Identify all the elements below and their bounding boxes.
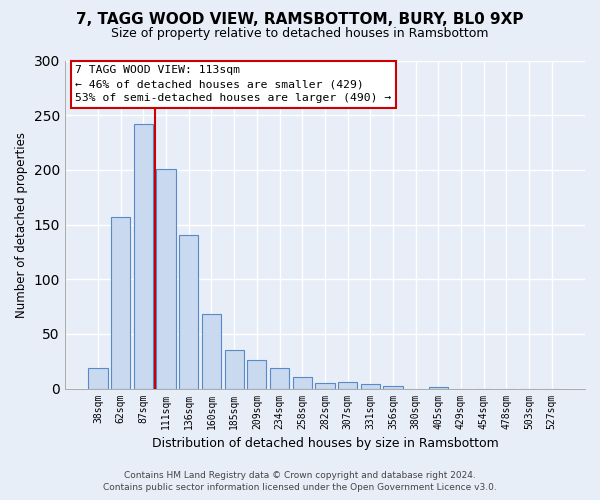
Bar (224, 350, 244, 389)
Bar (361, 384, 380, 388)
Text: Size of property relative to detached houses in Ramsbottom: Size of property relative to detached ho… (111, 28, 489, 40)
Y-axis label: Number of detached properties: Number of detached properties (15, 132, 28, 318)
Bar (338, 382, 357, 388)
Bar (383, 386, 403, 388)
Bar (270, 368, 289, 388)
Bar (179, 236, 199, 388)
Text: 7 TAGG WOOD VIEW: 113sqm
← 46% of detached houses are smaller (429)
53% of semi-: 7 TAGG WOOD VIEW: 113sqm ← 46% of detach… (75, 66, 391, 104)
Bar (315, 383, 335, 388)
Bar (134, 124, 153, 388)
Bar (157, 169, 176, 388)
Bar (247, 360, 266, 388)
X-axis label: Distribution of detached houses by size in Ramsbottom: Distribution of detached houses by size … (152, 437, 498, 450)
Bar (111, 217, 130, 388)
Text: 7, TAGG WOOD VIEW, RAMSBOTTOM, BURY, BL0 9XP: 7, TAGG WOOD VIEW, RAMSBOTTOM, BURY, BL0… (76, 12, 524, 28)
Text: Contains HM Land Registry data © Crown copyright and database right 2024.
Contai: Contains HM Land Registry data © Crown c… (103, 471, 497, 492)
Bar (88, 368, 108, 388)
Bar (202, 314, 221, 388)
Bar (293, 376, 312, 388)
